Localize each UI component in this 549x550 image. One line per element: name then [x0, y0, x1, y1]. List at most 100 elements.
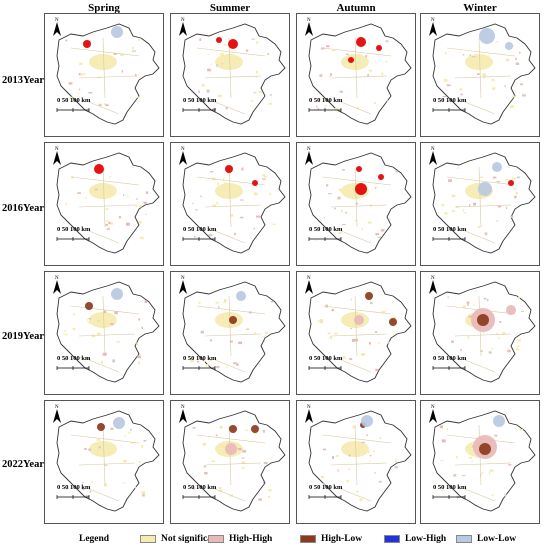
- cluster-hotspot: [228, 39, 238, 49]
- north-arrow-icon: [305, 151, 313, 165]
- grid-patch: [373, 102, 377, 104]
- grid-patch: [239, 216, 244, 219]
- grid-patch: [481, 472, 484, 474]
- boundary-line: [204, 462, 262, 466]
- scale-label: 0 50 100 km: [183, 484, 217, 491]
- north-label: N: [431, 147, 435, 152]
- grid-patch: [368, 450, 370, 453]
- grid-patch: [326, 184, 329, 187]
- grid-patch: [137, 96, 141, 98]
- grid-patch: [456, 455, 458, 459]
- grid-patch: [445, 52, 447, 55]
- grid-patch: [467, 336, 470, 339]
- north-arrow-icon: [53, 151, 61, 165]
- grid-patch: [143, 201, 147, 204]
- grid-patch: [505, 179, 509, 181]
- grid-patch: [492, 176, 497, 179]
- scale-label: 0 50 100 km: [183, 355, 217, 362]
- grid-patch: [122, 482, 126, 484]
- cluster-hotspot: [229, 425, 237, 433]
- grid-patch: [367, 74, 370, 77]
- grid-patch: [216, 367, 219, 369]
- grid-patch: [395, 460, 397, 462]
- grid-patch: [496, 220, 499, 222]
- grid-patch: [386, 100, 389, 102]
- boundary-line: [78, 333, 136, 337]
- grid-patch: [237, 448, 242, 451]
- grid-patch: [367, 221, 372, 224]
- north-label: N: [55, 18, 59, 23]
- season-header-spring: Spring: [88, 2, 120, 14]
- grid-patch: [135, 73, 137, 77]
- map-panel-2019-autumn: N 0 50 100 km: [296, 271, 416, 395]
- cluster-hotspot: [508, 180, 514, 186]
- grid-patch: [317, 320, 322, 322]
- grid-patch: [331, 308, 334, 312]
- boundary-line: [70, 176, 140, 186]
- province-outline: [182, 23, 286, 125]
- grid-patch: [108, 226, 111, 228]
- north-arrow-icon: [53, 280, 61, 294]
- grid-patch: [195, 209, 198, 211]
- north-label: N: [181, 405, 185, 410]
- grid-patch: [394, 466, 398, 469]
- map-panel-2019-spring: N 0 50 100 km: [44, 271, 164, 395]
- grid-patch: [253, 227, 256, 230]
- grid-patch: [339, 90, 343, 93]
- grid-patch: [110, 427, 114, 430]
- map-panel-2022-winter: N 0 50 100 km: [420, 400, 540, 524]
- grid-patch: [504, 494, 507, 497]
- grid-patch: [223, 44, 228, 46]
- grid-patch: [207, 53, 209, 56]
- grid-patch: [336, 455, 339, 457]
- grid-patch: [348, 468, 351, 470]
- north-arrow-icon: [305, 280, 313, 294]
- grid-patch: [323, 217, 325, 220]
- grid-patch: [229, 340, 233, 343]
- grid-patch: [241, 466, 245, 469]
- grid-patch: [359, 67, 361, 70]
- grid-patch: [515, 58, 517, 60]
- grid-patch: [513, 188, 517, 190]
- grid-patch: [66, 488, 69, 490]
- grid-patch: [366, 434, 368, 437]
- north-arrow-icon: [179, 151, 187, 165]
- cluster-hotspot: [236, 291, 246, 301]
- grid-patch: [223, 182, 227, 186]
- cluster-hotspot: [225, 443, 237, 455]
- grid-patch: [342, 356, 346, 359]
- grid-patch: [216, 182, 219, 185]
- grid-patch: [491, 78, 495, 82]
- grid-patch: [328, 193, 332, 195]
- legend-swatch-low-low: [456, 534, 472, 543]
- grid-patch: [486, 299, 489, 302]
- boundary-line: [354, 166, 358, 228]
- grid-patch: [219, 425, 223, 429]
- grid-patch: [505, 58, 509, 62]
- grid-patch: [87, 319, 89, 322]
- province-outline: [56, 410, 160, 512]
- grid-patch: [462, 54, 465, 56]
- scale-label: 0 50 100 km: [433, 355, 467, 362]
- grid-patch: [63, 358, 66, 361]
- boundary-line: [330, 333, 388, 337]
- boundary-line: [322, 434, 392, 444]
- cluster-hotspot: [477, 314, 489, 326]
- scale-bar: [56, 237, 90, 241]
- grid-patch: [145, 191, 149, 194]
- boundary-line: [322, 305, 392, 315]
- boundary-line: [78, 75, 136, 79]
- grid-patch: [388, 218, 391, 220]
- grid-patch: [372, 450, 375, 452]
- year-label-2016: 2016Year: [2, 203, 44, 214]
- grid-patch: [345, 211, 347, 214]
- grid-patch: [77, 192, 81, 194]
- grid-patch: [142, 494, 145, 497]
- grid-patch: [521, 310, 524, 312]
- grid-patch: [446, 428, 449, 430]
- grid-patch: [473, 202, 476, 206]
- grid-patch: [316, 105, 318, 108]
- not-significant-area: [341, 441, 369, 457]
- grid-patch: [246, 49, 249, 52]
- not-significant-area: [215, 54, 243, 70]
